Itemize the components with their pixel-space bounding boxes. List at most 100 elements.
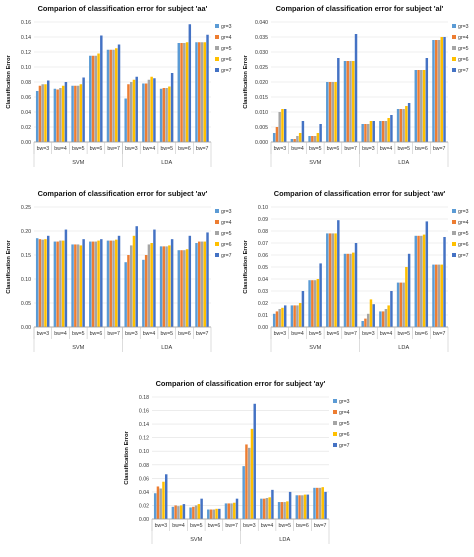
bar (82, 77, 85, 142)
legend-swatch (333, 443, 337, 447)
bar (194, 505, 198, 519)
y-tick-label: 0.01 (258, 313, 268, 319)
bar (387, 118, 390, 142)
bar (334, 233, 337, 327)
bar (346, 61, 349, 142)
bar (326, 233, 329, 327)
bar (153, 78, 156, 142)
bar (288, 491, 292, 519)
y-tick-label: 0.02 (21, 125, 31, 131)
bar (89, 55, 92, 142)
legend-label: gr=5 (339, 421, 350, 427)
y-tick-label: 0.12 (139, 436, 149, 442)
bar (399, 109, 403, 142)
bar (207, 509, 210, 519)
bar (165, 246, 168, 327)
legend-swatch (452, 242, 456, 246)
bar (262, 498, 266, 519)
bar (364, 124, 367, 142)
y-tick-label: 0.06 (139, 476, 149, 482)
bar (159, 488, 162, 519)
bar (124, 262, 127, 327)
bar (440, 264, 443, 327)
legend-swatch (452, 35, 456, 39)
x-tick-label: bw=3 (37, 331, 50, 337)
bar (417, 70, 420, 142)
bar (390, 115, 393, 142)
y-tick-label: 0.25 (21, 205, 31, 211)
chart-title: Comparion of classification error for su… (156, 379, 326, 388)
legend-label: gr=4 (458, 35, 469, 41)
bar (242, 466, 245, 519)
bar (354, 243, 358, 327)
bar (250, 428, 254, 519)
bar (372, 304, 375, 327)
bar (361, 321, 364, 327)
x-tick-label: bw=3 (155, 523, 168, 529)
bar (150, 76, 153, 142)
x-tick-label: bw=7 (196, 331, 209, 337)
y-tick-label: 0.030 (255, 50, 268, 56)
legend-swatch (333, 399, 337, 403)
bar (162, 481, 165, 519)
y-tick-label: 0.08 (21, 80, 31, 86)
bar (326, 82, 329, 142)
x-tick-label: bw=5 (397, 331, 410, 337)
y-tick-label: 0.000 (255, 140, 268, 146)
bar (331, 82, 335, 142)
y-tick-label: 0.16 (21, 20, 31, 26)
bar (435, 40, 438, 142)
legend-label: gr=4 (221, 220, 232, 226)
x-tick-label: bw=4 (380, 146, 393, 152)
x-tick-label: bw=6 (90, 146, 103, 152)
bar (293, 305, 296, 327)
bar (308, 280, 311, 327)
bar (425, 58, 429, 142)
bar (179, 505, 183, 519)
bar (64, 229, 68, 327)
bar (435, 264, 438, 327)
legend-swatch (452, 253, 456, 257)
bar (71, 85, 74, 142)
group-label: SVM (72, 160, 84, 166)
bar (177, 506, 180, 519)
bar (311, 280, 314, 327)
chart-title: Comparion of classification error for su… (276, 4, 444, 13)
bar (76, 85, 80, 142)
bar (64, 82, 68, 142)
bar (277, 502, 281, 519)
bar (316, 133, 320, 142)
x-tick-label: bw=5 (309, 331, 322, 337)
bar (414, 70, 418, 142)
bar (106, 49, 110, 142)
y-tick-label: 0.06 (21, 95, 31, 101)
x-tick-label: bw=4 (54, 331, 67, 337)
bar (331, 233, 335, 327)
bar (46, 80, 50, 142)
y-tick-label: 0.10 (21, 65, 31, 71)
x-tick-label: bw=3 (274, 146, 287, 152)
chart-title: Comparion of classification error for su… (274, 189, 446, 198)
chart-title: Comparion of classification error for su… (38, 4, 208, 13)
bar (38, 85, 42, 142)
group-label: SVM (72, 345, 84, 351)
bar (127, 84, 130, 142)
bar (247, 447, 251, 519)
bar (46, 235, 50, 327)
y-tick-label: 0.00 (258, 325, 268, 331)
bar (56, 89, 59, 142)
bar (343, 253, 347, 327)
bar (396, 109, 400, 142)
x-tick-label: bw=7 (107, 331, 120, 337)
x-tick-label: bw=4 (143, 331, 156, 337)
y-tick-label: 0.08 (258, 229, 268, 235)
legend-label: gr=4 (339, 410, 350, 416)
bar (150, 243, 153, 327)
bar (316, 487, 319, 519)
legend-swatch (215, 24, 219, 28)
bar (174, 505, 177, 519)
x-tick-label: bw=7 (433, 146, 446, 152)
bar (437, 40, 441, 142)
legend-swatch (452, 24, 456, 28)
bar (387, 305, 390, 327)
